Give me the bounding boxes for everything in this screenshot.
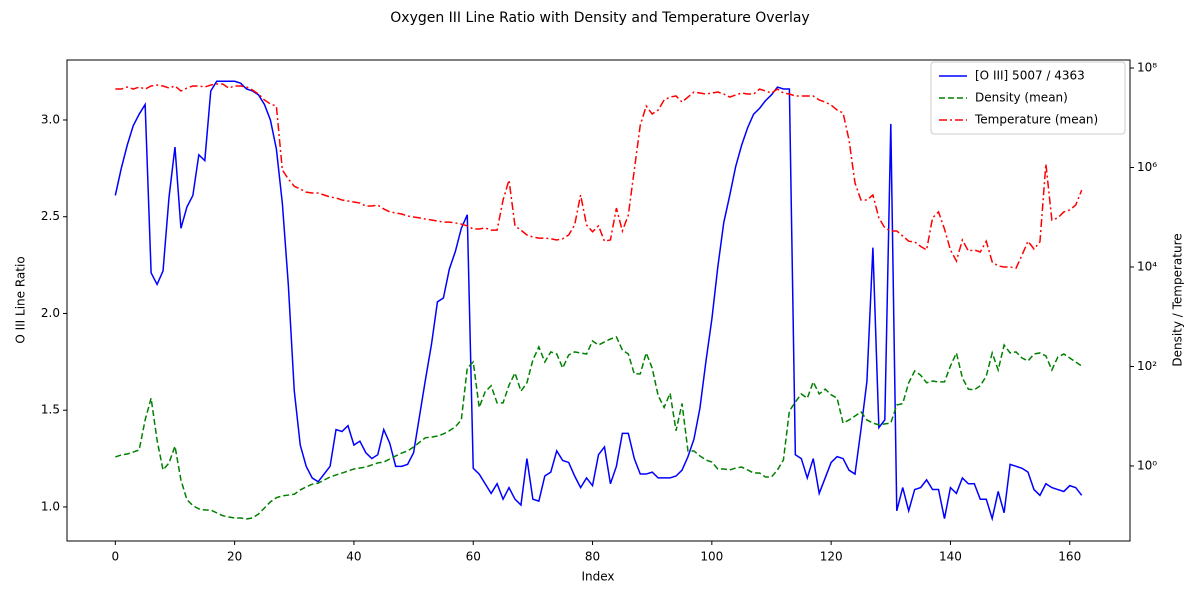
y-tick-label: 2.0 — [41, 306, 60, 320]
x-tick-label: 120 — [820, 550, 843, 564]
legend-label: Density (mean) — [975, 91, 1068, 105]
x-tick-label: 20 — [227, 550, 242, 564]
x-axis-label: Index — [581, 570, 614, 584]
y2-tick-label: 10⁴ — [1137, 259, 1157, 273]
y2-tick-label: 10⁶ — [1137, 160, 1157, 174]
chart-title: Oxygen III Line Ratio with Density and T… — [390, 10, 809, 26]
y-tick-label: 3.0 — [41, 112, 60, 126]
y2-tick-label: 10⁰ — [1137, 458, 1157, 472]
x-tick-label: 80 — [585, 550, 600, 564]
x-tick-label: 0 — [111, 550, 119, 564]
y-tick-label: 1.0 — [41, 499, 60, 513]
y-tick-label: 1.5 — [41, 403, 60, 417]
x-tick-label: 140 — [939, 550, 962, 564]
x-tick-label: 40 — [346, 550, 361, 564]
y-axis-label: O III Line Ratio — [14, 256, 28, 343]
y2-axis-label: Density / Temperature — [1171, 233, 1185, 366]
series-line — [114, 80, 1083, 522]
series-line — [115, 83, 1083, 269]
y-tick-label: 2.5 — [41, 209, 60, 223]
y2-tick-label: 10⁸ — [1137, 61, 1157, 75]
series-line — [115, 336, 1083, 520]
legend-label: [O III] 5007 / 4363 — [975, 69, 1085, 83]
x-tick-label: 60 — [466, 550, 481, 564]
legend-label: Temperature (mean) — [974, 113, 1098, 127]
y2-tick-label: 10² — [1137, 359, 1157, 373]
x-tick-label: 160 — [1058, 550, 1081, 564]
legend-box — [930, 61, 1126, 135]
plot-frame — [66, 59, 1131, 542]
x-tick-label: 100 — [700, 550, 723, 564]
